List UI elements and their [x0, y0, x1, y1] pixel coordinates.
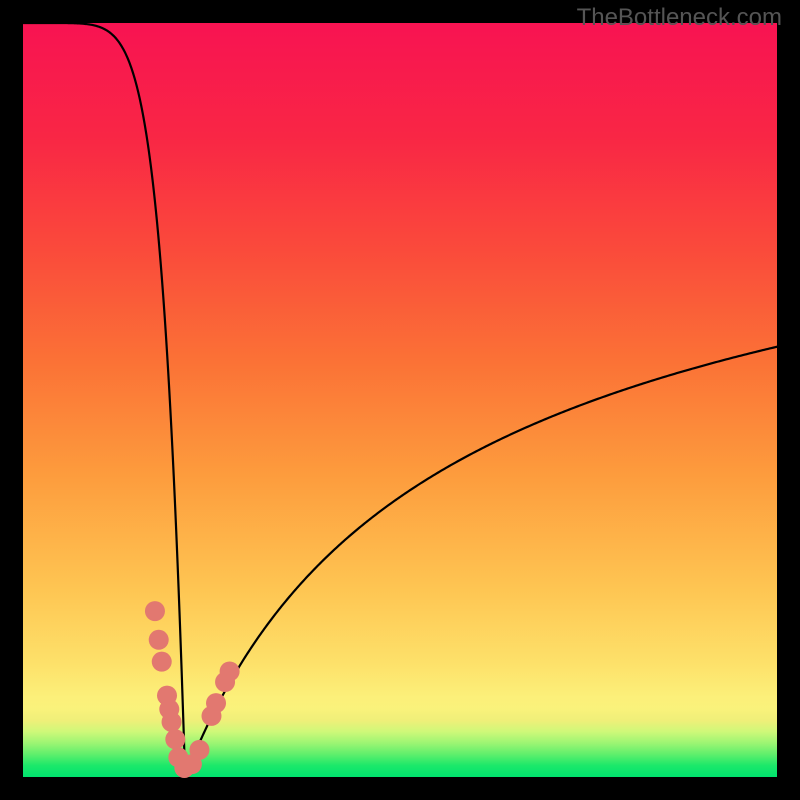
data-point: [145, 601, 165, 621]
data-point: [220, 661, 240, 681]
data-point: [162, 712, 182, 732]
data-point: [206, 693, 226, 713]
plot-gradient-bg: [23, 23, 777, 777]
chart-stage: TheBottleneck.com: [0, 0, 800, 800]
data-point: [152, 652, 172, 672]
data-point: [165, 729, 185, 749]
data-point: [149, 630, 169, 650]
attribution-watermark: TheBottleneck.com: [577, 4, 782, 32]
data-point: [189, 740, 209, 760]
chart-svg: [0, 0, 800, 800]
